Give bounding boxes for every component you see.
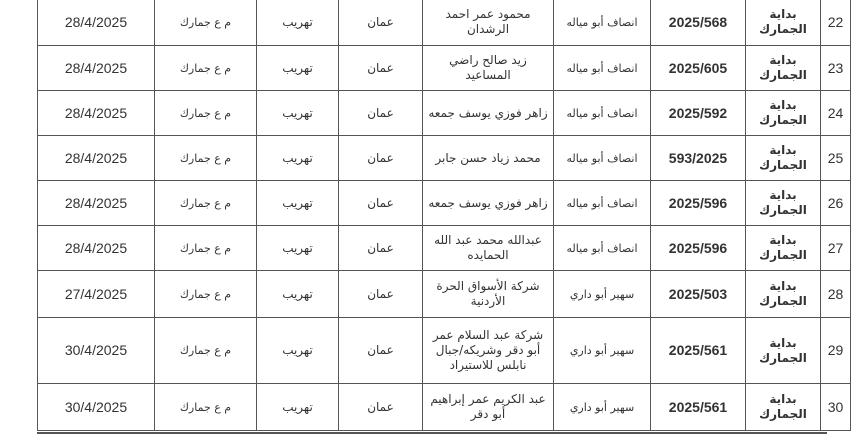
cell-type: تهريب (256, 45, 339, 91)
cell-no: 24 (820, 90, 851, 136)
cell-court: بداية الجمارك (745, 90, 821, 136)
cell-case: 593/2025 (650, 135, 746, 181)
table-row: 25 بداية الجمارك 593/2025 انصاف أبو مياله مح… (37, 135, 851, 181)
cell-no: 29 (820, 317, 851, 384)
cell-type: تهريب (256, 90, 339, 136)
cell-party: شركة الأسواق الحرة الأردنية (422, 270, 554, 318)
table-bottom-border (37, 432, 827, 434)
cell-judge: انصاف أبو مياله (553, 45, 651, 91)
cell-plaintiff: م ع جمارك (154, 135, 257, 181)
cell-no: 22 (820, 0, 851, 46)
cell-court: بداية الجمارك (745, 383, 821, 431)
cell-case: 2025/568 (650, 0, 746, 46)
cell-case: 2025/561 (650, 317, 746, 384)
cell-city: عمان (338, 135, 423, 181)
cell-party: زاهر فوزي يوسف جمعه (422, 180, 554, 226)
cell-judge: انصاف أبو مياله (553, 0, 651, 46)
cell-city: عمان (338, 45, 423, 91)
cell-date: 30/4/2025 (37, 317, 155, 384)
table-row: 26 بداية الجمارك 2025/596 انصاف أبو مياله زا… (37, 180, 851, 226)
cell-date: 30/4/2025 (37, 383, 155, 431)
cell-party: شركة عبد السلام عمر أبو دقر وشريكه/جبال … (422, 317, 554, 384)
cell-plaintiff: م ع جمارك (154, 180, 257, 226)
cell-court: بداية الجمارك (745, 180, 821, 226)
cell-type: تهريب (256, 225, 339, 271)
cell-plaintiff: م ع جمارك (154, 383, 257, 431)
cell-party: عبدالله محمد عبد الله الحمايده (422, 225, 554, 271)
cell-city: عمان (338, 90, 423, 136)
cell-date: 28/4/2025 (37, 90, 155, 136)
cell-plaintiff: م ع جمارك (154, 317, 257, 384)
cell-no: 30 (820, 383, 851, 431)
cell-city: عمان (338, 0, 423, 46)
cell-no: 23 (820, 45, 851, 91)
cell-court: بداية الجمارك (745, 0, 821, 46)
cell-city: عمان (338, 180, 423, 226)
cell-date: 28/4/2025 (37, 180, 155, 226)
cell-judge: انصاف أبو مياله (553, 225, 651, 271)
cell-plaintiff: م ع جمارك (154, 90, 257, 136)
table-row: 27 بداية الجمارك 2025/596 انصاف أبو مياله عب… (37, 225, 851, 271)
cell-type: تهريب (256, 317, 339, 384)
cell-judge: انصاف أبو مياله (553, 90, 651, 136)
cell-date: 28/4/2025 (37, 225, 155, 271)
cell-judge: سهير أبو داري (553, 383, 651, 431)
cell-date: 28/4/2025 (37, 135, 155, 181)
cell-city: عمان (338, 317, 423, 384)
cell-no: 25 (820, 135, 851, 181)
cell-no: 28 (820, 270, 851, 318)
cell-plaintiff: م ع جمارك (154, 0, 257, 46)
cell-type: تهريب (256, 383, 339, 431)
cell-judge: سهير أبو داري (553, 270, 651, 318)
cell-date: 27/4/2025 (37, 270, 155, 318)
cell-case: 2025/503 (650, 270, 746, 318)
cell-no: 27 (820, 225, 851, 271)
cell-city: عمان (338, 270, 423, 318)
cell-type: تهريب (256, 180, 339, 226)
cell-plaintiff: م ع جمارك (154, 270, 257, 318)
cell-plaintiff: م ع جمارك (154, 225, 257, 271)
cell-type: تهريب (256, 270, 339, 318)
cell-type: تهريب (256, 135, 339, 181)
cell-case: 2025/596 (650, 180, 746, 226)
table-row: 22 بداية الجمارك 2025/568 انصاف أبو مياله مح… (37, 0, 851, 46)
cell-court: بداية الجمارك (745, 317, 821, 384)
cell-court: بداية الجمارك (745, 135, 821, 181)
cell-judge: انصاف أبو مياله (553, 180, 651, 226)
cell-case: 2025/605 (650, 45, 746, 91)
cell-city: عمان (338, 383, 423, 431)
cell-party: محمود عمر احمد الرشدان (422, 0, 554, 46)
cell-date: 28/4/2025 (37, 0, 155, 46)
cell-type: تهريب (256, 0, 339, 46)
cell-date: 28/4/2025 (37, 45, 155, 91)
cell-court: بداية الجمارك (745, 45, 821, 91)
cell-court: بداية الجمارك (745, 225, 821, 271)
cell-party: محمد زياد حسن جابر (422, 135, 554, 181)
table-row: 28 بداية الجمارك 2025/503 سهير أبو داري شركة… (37, 270, 851, 318)
cell-court: بداية الجمارك (745, 270, 821, 318)
table-row: 24 بداية الجمارك 2025/592 انصاف أبو مياله زا… (37, 90, 851, 136)
table-row: 30 بداية الجمارك 2025/561 سهير أبو داري عبد … (37, 383, 851, 431)
cell-no: 26 (820, 180, 851, 226)
cell-case: 2025/592 (650, 90, 746, 136)
cell-party: زاهر فوزي يوسف جمعه (422, 90, 554, 136)
cell-plaintiff: م ع جمارك (154, 45, 257, 91)
cell-case: 2025/561 (650, 383, 746, 431)
cases-table: 22 بداية الجمارك 2025/568 انصاف أبو مياله مح… (37, 0, 851, 431)
cell-party: زيد صالح راضي المساعيد (422, 45, 554, 91)
cell-judge: انصاف أبو مياله (553, 135, 651, 181)
cell-judge: سهير أبو داري (553, 317, 651, 384)
table-row: 23 بداية الجمارك 2025/605 انصاف أبو مياله زي… (37, 45, 851, 91)
cell-city: عمان (338, 225, 423, 271)
cell-case: 2025/596 (650, 225, 746, 271)
cell-party: عبد الكريم عمر إبراهيم أبو دقر (422, 383, 554, 431)
table-row: 29 بداية الجمارك 2025/561 سهير أبو داري شركة… (37, 317, 851, 384)
